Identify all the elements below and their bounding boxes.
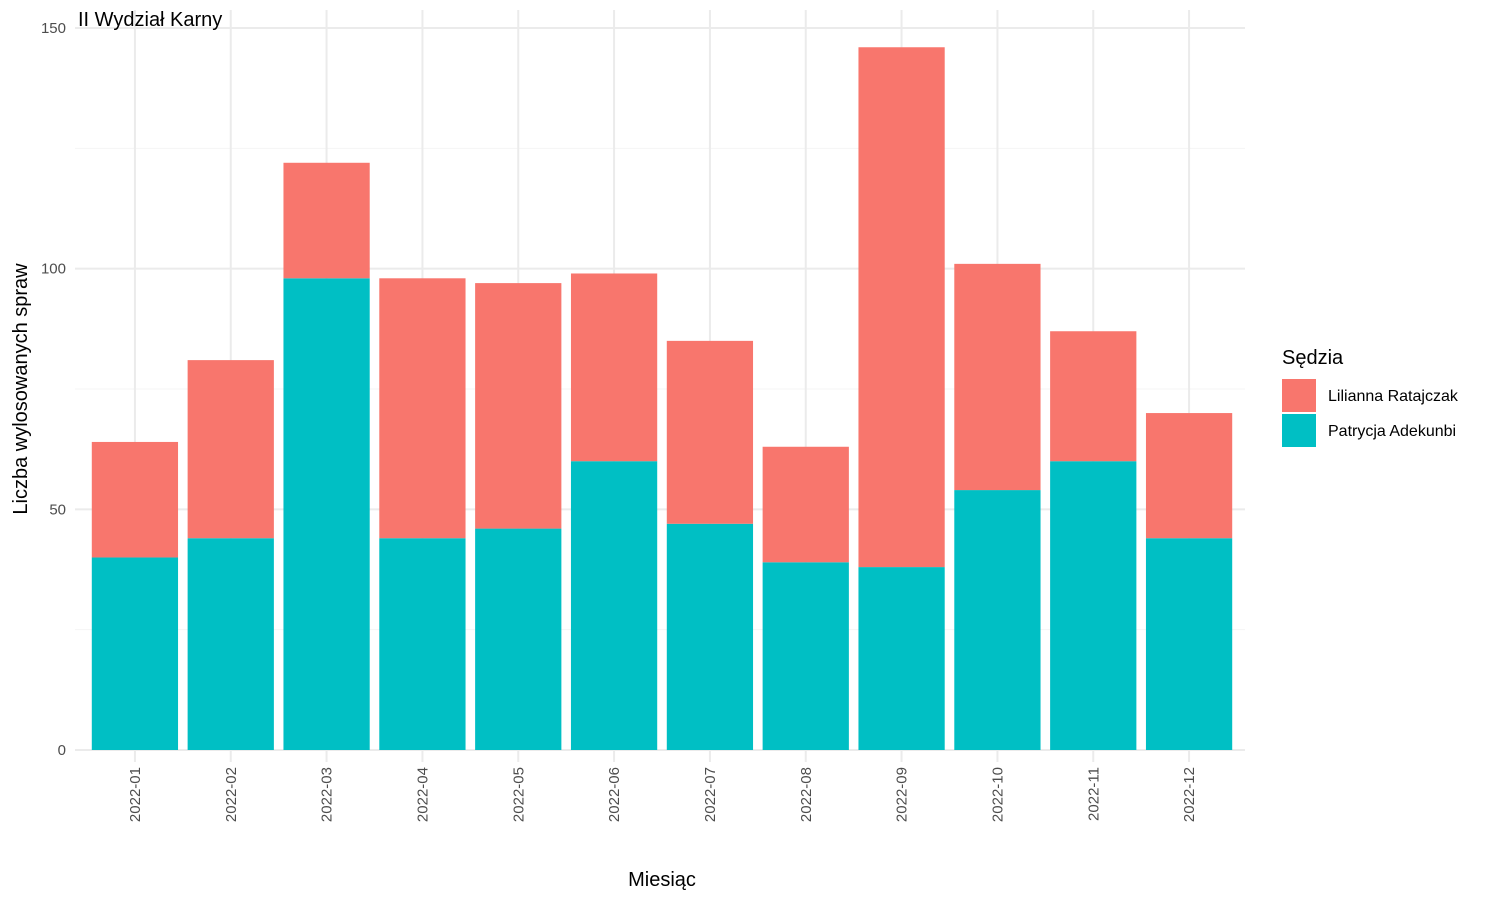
bar-segment-patrycja-adekunbi-2022-06 (570, 461, 658, 750)
legend-label: Patrycja Adekunbi (1328, 423, 1456, 440)
bar-segment-patrycja-adekunbi-2022-09 (858, 567, 945, 750)
x-tick-label: 2022-09 (894, 767, 911, 822)
bar-segment-lilianna-ratajczak-2022-04 (379, 278, 466, 539)
bar-segment-lilianna-ratajczak-2022-12 (1145, 413, 1233, 539)
bar-segment-lilianna-ratajczak-2022-08 (762, 446, 849, 563)
bar-segment-patrycja-adekunbi-2022-02 (187, 538, 274, 750)
x-axis-title: Miesiąc (628, 869, 696, 891)
bar-segment-patrycja-adekunbi-2022-11 (1050, 461, 1137, 750)
bar-segment-patrycja-adekunbi-2022-04 (379, 538, 466, 750)
x-tick-label: 2022-01 (127, 767, 144, 822)
bar-segment-patrycja-adekunbi-2022-01 (91, 557, 179, 750)
bar-segment-lilianna-ratajczak-2022-07 (666, 340, 754, 524)
legend-label: Lilianna Ratajczak (1328, 388, 1459, 405)
bar-segment-patrycja-adekunbi-2022-07 (666, 523, 754, 750)
bar-segment-patrycja-adekunbi-2022-12 (1145, 538, 1233, 750)
bar-segment-lilianna-ratajczak-2022-05 (475, 283, 562, 529)
y-tick-label: 50 (49, 501, 66, 518)
x-tick-label: 2022-08 (798, 767, 815, 822)
bar-segment-patrycja-adekunbi-2022-03 (283, 278, 370, 750)
y-tick-label: 0 (58, 742, 66, 759)
x-tick-label: 2022-03 (319, 767, 336, 822)
y-axis-title: Liczba wylosowanych spraw (10, 263, 32, 515)
legend-title: Sędzia (1282, 347, 1344, 369)
x-tick-label: 2022-06 (606, 767, 623, 822)
bar-segment-lilianna-ratajczak-2022-03 (283, 162, 370, 279)
legend-swatch (1282, 379, 1316, 412)
bar-segment-lilianna-ratajczak-2022-09 (858, 47, 945, 568)
x-axis-ticks: 2022-01 2022-02 2022-03 2022-04 2022-05 2022-… (127, 767, 1198, 822)
x-tick-label: 2022-12 (1181, 767, 1198, 822)
legend-items: Lilianna Ratajczak Patrycja Adekunbi (1282, 379, 1459, 447)
x-tick-label: 2022-04 (414, 767, 431, 822)
bar-segment-lilianna-ratajczak-2022-01 (91, 441, 179, 558)
x-tick-label: 2022-10 (989, 767, 1006, 822)
y-tick-label: 100 (41, 261, 66, 278)
legend: Sędzia Lilianna Ratajczak Patrycja Adekun… (1282, 347, 1459, 447)
legend-swatch (1282, 414, 1316, 447)
bar-segment-patrycja-adekunbi-2022-10 (954, 490, 1041, 750)
x-tick-label: 2022-02 (223, 767, 240, 822)
bar-segment-lilianna-ratajczak-2022-10 (954, 263, 1041, 491)
panel-title: II Wydział Karny (78, 9, 222, 31)
bar-segment-patrycja-adekunbi-2022-05 (475, 528, 562, 750)
bar-segment-lilianna-ratajczak-2022-02 (187, 360, 274, 539)
bar-segment-lilianna-ratajczak-2022-06 (570, 273, 658, 462)
x-tick-label: 2022-05 (510, 767, 527, 822)
x-tick-label: 2022-07 (702, 767, 719, 822)
y-tick-label: 150 (41, 20, 66, 37)
x-tick-label: 2022-11 (1085, 767, 1102, 821)
bar-segment-patrycja-adekunbi-2022-08 (762, 562, 849, 750)
bars (91, 47, 1233, 750)
bar-segment-lilianna-ratajczak-2022-11 (1050, 331, 1137, 462)
y-axis-ticks: 0 50 100 150 (41, 20, 66, 759)
